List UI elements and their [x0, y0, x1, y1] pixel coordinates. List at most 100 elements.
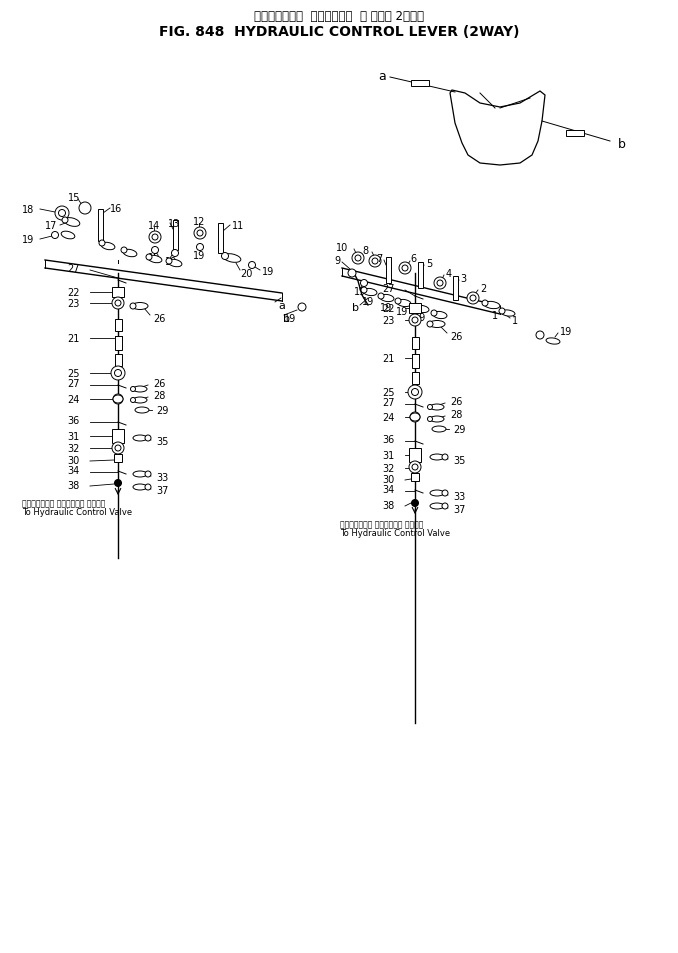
Polygon shape — [450, 91, 545, 166]
Text: 24: 24 — [68, 395, 80, 405]
Circle shape — [361, 280, 367, 287]
Text: 23: 23 — [68, 298, 80, 309]
Text: 5: 5 — [426, 258, 433, 269]
Text: 14: 14 — [148, 221, 160, 231]
Ellipse shape — [397, 300, 411, 307]
Circle shape — [121, 248, 127, 253]
Text: 26: 26 — [450, 396, 462, 407]
Ellipse shape — [430, 503, 444, 510]
Bar — [115, 336, 121, 351]
Text: 1: 1 — [512, 315, 518, 326]
Bar — [98, 210, 102, 242]
Text: 19: 19 — [148, 253, 160, 263]
Circle shape — [194, 228, 206, 240]
Circle shape — [166, 258, 172, 265]
Text: 36: 36 — [383, 435, 395, 444]
Ellipse shape — [546, 338, 560, 345]
Circle shape — [249, 262, 256, 269]
Text: b: b — [618, 137, 626, 151]
Text: 8: 8 — [362, 246, 368, 255]
Text: ハイドロリック コントロール バルブへ: ハイドロリック コントロール バルブへ — [22, 498, 105, 507]
Ellipse shape — [380, 295, 394, 302]
Circle shape — [482, 301, 488, 307]
Text: 19: 19 — [284, 314, 296, 324]
Text: 17: 17 — [45, 221, 58, 231]
Ellipse shape — [113, 395, 123, 403]
Circle shape — [536, 332, 544, 339]
Circle shape — [442, 503, 448, 510]
Circle shape — [442, 491, 448, 497]
Ellipse shape — [363, 289, 377, 296]
Bar — [412, 373, 418, 385]
Text: 19: 19 — [22, 234, 35, 245]
Bar — [409, 449, 421, 462]
Text: FIG. 848  HYDRAULIC CONTROL LEVER (2WAY): FIG. 848 HYDRAULIC CONTROL LEVER (2WAY) — [159, 25, 519, 39]
Ellipse shape — [501, 311, 515, 316]
Text: 9: 9 — [334, 255, 340, 266]
Circle shape — [402, 266, 408, 272]
Text: 37: 37 — [453, 504, 465, 515]
Circle shape — [428, 405, 433, 410]
Text: 24: 24 — [382, 413, 395, 422]
Text: 28: 28 — [450, 410, 462, 419]
Ellipse shape — [168, 260, 182, 268]
Text: 19: 19 — [193, 251, 205, 261]
Circle shape — [361, 288, 367, 294]
Text: 3: 3 — [460, 274, 466, 284]
Text: 13: 13 — [168, 219, 180, 229]
Circle shape — [99, 241, 105, 247]
Circle shape — [115, 370, 121, 377]
Text: 4: 4 — [446, 269, 452, 278]
Text: 7: 7 — [376, 253, 382, 264]
Text: 15: 15 — [68, 193, 81, 203]
Text: 35: 35 — [156, 436, 168, 447]
Circle shape — [442, 455, 448, 460]
Text: b: b — [352, 303, 359, 313]
Circle shape — [130, 304, 136, 310]
Circle shape — [434, 277, 446, 290]
Text: 22: 22 — [68, 288, 80, 297]
Bar — [418, 263, 422, 289]
Ellipse shape — [133, 472, 147, 477]
Text: 19: 19 — [396, 307, 408, 316]
Bar — [386, 257, 391, 284]
Circle shape — [197, 244, 203, 252]
Circle shape — [55, 207, 69, 221]
Circle shape — [399, 263, 411, 274]
Circle shape — [112, 442, 124, 455]
Text: ハイドロリック コントロール バルブへ: ハイドロリック コントロール バルブへ — [340, 519, 423, 529]
Text: To Hydraulic Control Valve: To Hydraulic Control Valve — [340, 529, 450, 537]
Circle shape — [113, 395, 123, 405]
Text: 19: 19 — [362, 296, 374, 307]
Circle shape — [428, 417, 433, 422]
Ellipse shape — [430, 416, 444, 422]
Circle shape — [151, 247, 159, 254]
Text: 20: 20 — [240, 269, 252, 278]
Text: 33: 33 — [453, 492, 465, 501]
Ellipse shape — [132, 303, 148, 310]
Circle shape — [499, 309, 505, 314]
Circle shape — [413, 305, 419, 311]
Bar — [566, 131, 584, 137]
Bar — [115, 355, 121, 367]
Circle shape — [412, 389, 418, 396]
Text: 2: 2 — [480, 284, 486, 294]
Text: 38: 38 — [68, 480, 80, 491]
Ellipse shape — [430, 405, 444, 411]
Text: 18: 18 — [22, 205, 35, 214]
Ellipse shape — [429, 321, 445, 328]
Bar — [115, 319, 121, 332]
Ellipse shape — [430, 491, 444, 497]
Ellipse shape — [101, 243, 115, 251]
Ellipse shape — [64, 218, 80, 227]
Ellipse shape — [432, 427, 446, 433]
Ellipse shape — [135, 408, 149, 414]
Ellipse shape — [223, 254, 241, 263]
Ellipse shape — [484, 302, 500, 310]
Circle shape — [395, 298, 401, 305]
Bar — [412, 355, 418, 369]
Circle shape — [348, 270, 356, 277]
Text: 19: 19 — [165, 256, 177, 267]
Circle shape — [172, 251, 178, 257]
Text: 30: 30 — [68, 456, 80, 465]
